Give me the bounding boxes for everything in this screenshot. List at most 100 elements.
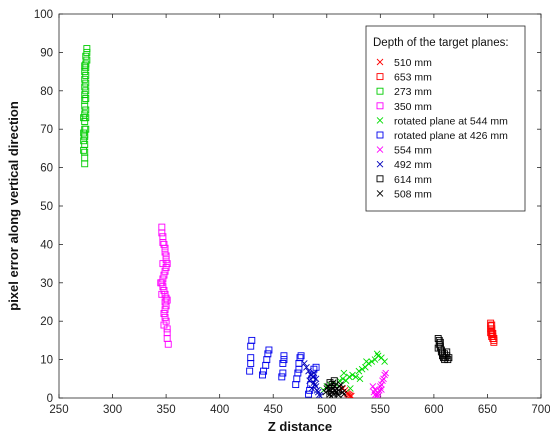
data-point xyxy=(356,375,364,383)
data-point xyxy=(489,330,497,337)
data-point xyxy=(246,367,254,375)
y-tick-label: 70 xyxy=(40,124,53,136)
data-point xyxy=(443,348,451,356)
legend-label: 614 mm xyxy=(394,174,432,186)
data-point xyxy=(157,279,165,287)
series-1 xyxy=(487,319,498,346)
legend-label: rotated plane at 544 mm xyxy=(394,115,508,127)
data-point xyxy=(82,87,90,95)
data-point xyxy=(303,363,310,371)
legend-marker xyxy=(376,102,384,110)
data-point xyxy=(162,317,170,325)
legend-marker xyxy=(376,73,384,81)
data-point xyxy=(160,240,168,248)
data-point xyxy=(280,356,288,364)
data-point xyxy=(339,375,347,383)
legend-marker xyxy=(376,146,384,153)
data-point xyxy=(162,302,170,310)
data-point xyxy=(490,335,498,342)
legend-marker xyxy=(376,58,384,66)
data-point xyxy=(162,294,170,302)
data-point xyxy=(374,392,382,398)
data-point xyxy=(340,369,348,377)
x-tick-label: 450 xyxy=(264,404,283,416)
legend-marker xyxy=(376,131,384,139)
legend-label: 508 mm xyxy=(394,188,432,200)
data-point xyxy=(159,283,167,291)
data-point xyxy=(310,379,318,386)
data-point xyxy=(348,392,355,398)
data-point xyxy=(381,371,388,379)
data-point xyxy=(81,148,89,156)
data-point xyxy=(82,106,90,114)
y-tick-label: 60 xyxy=(40,163,53,175)
data-point xyxy=(82,95,90,102)
data-point xyxy=(159,275,167,283)
data-point xyxy=(340,390,348,398)
legend-item: 273 mm xyxy=(376,86,432,98)
legend-marker xyxy=(376,87,384,95)
data-point xyxy=(374,352,382,360)
x-tick-label: 700 xyxy=(531,404,550,416)
y-tick-label: 20 xyxy=(40,316,53,328)
data-point xyxy=(312,375,320,383)
x-tick-label: 650 xyxy=(478,404,497,416)
series-7 xyxy=(300,360,324,398)
data-point xyxy=(247,354,255,362)
data-point xyxy=(312,383,320,390)
x-tick-label: 250 xyxy=(49,404,68,416)
legend-item: rotated plane at 426 mm xyxy=(376,130,508,142)
data-point xyxy=(335,391,342,398)
data-point xyxy=(160,287,168,294)
x-axis-ticks: 250 300 350 400 450 500 550 600 650 700 xyxy=(49,14,550,416)
data-point xyxy=(83,56,91,64)
legend-marker xyxy=(376,190,384,197)
x-tick-label: 350 xyxy=(157,404,176,416)
data-point xyxy=(355,367,363,375)
data-point xyxy=(248,336,256,344)
data-point xyxy=(160,321,168,329)
data-point xyxy=(369,383,377,390)
y-tick-label: 40 xyxy=(40,239,53,251)
data-point xyxy=(381,358,388,365)
legend-item: 614 mm xyxy=(376,174,432,186)
legend-marker xyxy=(376,117,384,124)
data-point xyxy=(81,141,89,149)
data-point xyxy=(317,392,324,398)
data-point xyxy=(83,48,91,56)
x-tick-label: 500 xyxy=(317,404,336,416)
data-point xyxy=(308,385,316,392)
y-tick-label: 90 xyxy=(40,47,53,59)
y-tick-label: 50 xyxy=(40,201,53,213)
data-point xyxy=(82,60,90,68)
legend-label: 554 mm xyxy=(394,145,432,157)
data-point xyxy=(310,369,318,377)
data-point xyxy=(264,350,272,358)
data-point xyxy=(82,71,90,79)
y-tick-label: 100 xyxy=(34,9,53,21)
data-point xyxy=(163,260,171,268)
data-point xyxy=(161,244,169,252)
data-point xyxy=(443,352,451,360)
data-point xyxy=(373,350,381,358)
data-point xyxy=(488,325,496,333)
data-point xyxy=(80,129,88,137)
data-point xyxy=(82,64,90,72)
x-tick-label: 600 xyxy=(424,404,443,416)
legend-item: rotated plane at 544 mm xyxy=(376,115,508,127)
data-point xyxy=(378,381,385,388)
data-point xyxy=(347,385,354,392)
data-point xyxy=(305,367,312,375)
x-tick-label: 300 xyxy=(103,404,122,416)
data-point xyxy=(161,306,169,314)
legend-item: 508 mm xyxy=(376,188,432,200)
data-point xyxy=(337,381,345,388)
data-point xyxy=(160,271,168,279)
legend-marker xyxy=(376,160,384,168)
data-point xyxy=(279,369,287,377)
data-point xyxy=(368,358,376,365)
data-point xyxy=(82,79,90,87)
y-tick-label: 10 xyxy=(40,355,53,367)
data-point xyxy=(162,252,170,260)
